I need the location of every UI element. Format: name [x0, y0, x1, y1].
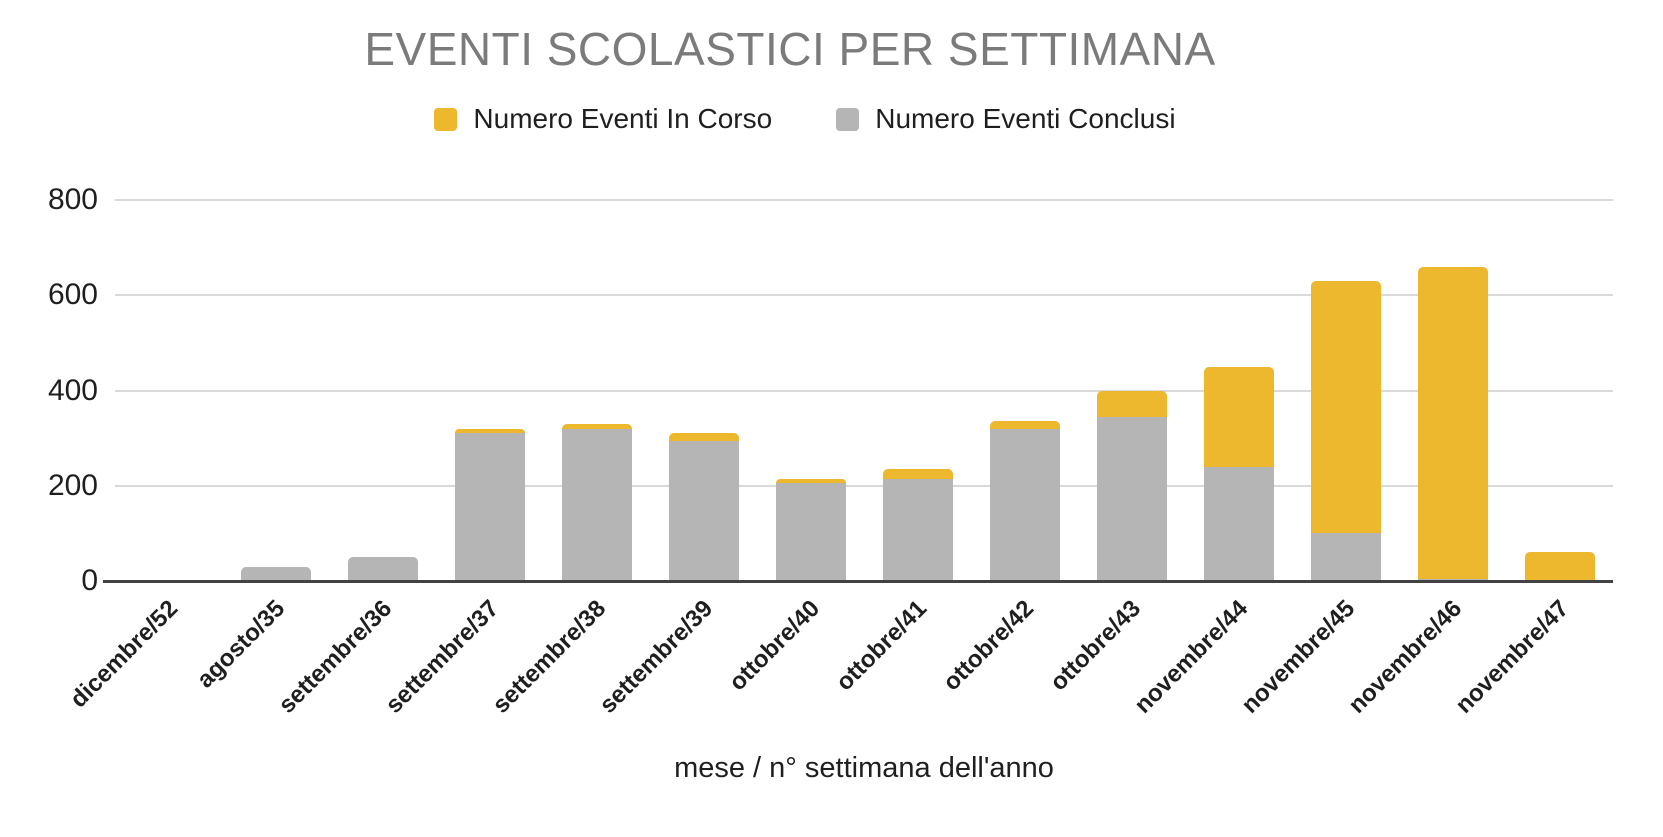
bars-container — [115, 200, 1613, 581]
bar-slot — [757, 200, 864, 581]
stacked-bar[interactable] — [454, 428, 525, 581]
legend-swatch-icon — [434, 107, 458, 131]
stacked-bar[interactable] — [240, 566, 311, 581]
bar-segment-in-corso[interactable] — [1203, 366, 1274, 467]
x-tick-label: agosto/35 — [192, 595, 291, 694]
bar-segment-conclusi[interactable] — [1203, 466, 1274, 581]
y-tick-label: 800 — [47, 183, 98, 216]
bar-segment-conclusi[interactable] — [882, 478, 953, 581]
bar-slot — [115, 200, 222, 581]
gridline — [115, 294, 1613, 297]
bar-segment-in-corso[interactable] — [454, 428, 525, 434]
x-tick-label: novembre/45 — [1236, 595, 1361, 719]
stacked-bar[interactable] — [1203, 366, 1274, 581]
bar-segment-in-corso[interactable] — [1524, 552, 1595, 581]
stacked-bar[interactable] — [561, 423, 632, 581]
bar-segment-conclusi[interactable] — [1096, 416, 1167, 581]
stacked-bar[interactable] — [347, 557, 418, 581]
bar-slot — [1078, 200, 1185, 581]
x-tick-label: novembre/47 — [1450, 595, 1575, 719]
chart-title: EVENTI SCOLASTICI PER SETTIMANA — [364, 23, 1216, 75]
bar-segment-conclusi[interactable] — [668, 440, 739, 581]
x-tick-label: settembre/39 — [594, 595, 719, 719]
bar-segment-in-corso[interactable] — [561, 423, 632, 429]
bar-segment-conclusi[interactable] — [775, 483, 846, 581]
bar-slot — [543, 200, 650, 581]
x-tick-label: ottobre/42 — [938, 595, 1040, 697]
x-axis-line — [103, 579, 1613, 583]
bar-segment-in-corso[interactable] — [989, 421, 1060, 429]
stacked-bar[interactable] — [775, 478, 846, 581]
y-tick-label: 400 — [47, 373, 98, 407]
x-tick-label: settembre/37 — [380, 595, 505, 719]
legend-label: Numero Eventi In Corso — [473, 103, 773, 134]
legend-swatch-icon — [836, 107, 860, 131]
bar-segment-conclusi[interactable] — [1310, 533, 1381, 581]
x-tick-label: dicembre/52 — [65, 595, 184, 714]
y-tick-label: 600 — [47, 278, 98, 312]
bar-slot — [436, 200, 543, 581]
bar-segment-conclusi[interactable] — [347, 557, 418, 581]
stacked-bar[interactable] — [989, 421, 1060, 581]
gridline — [115, 389, 1613, 392]
legend-label: Numero Eventi Conclusi — [875, 103, 1176, 134]
bar-segment-in-corso[interactable] — [1096, 390, 1167, 417]
bar-slot — [1506, 200, 1613, 581]
bar-segment-in-corso[interactable] — [1417, 266, 1488, 579]
stacked-bar[interactable] — [1524, 552, 1595, 581]
x-tick-label: ottobre/41 — [831, 595, 933, 697]
stacked-bar[interactable] — [1096, 390, 1167, 581]
x-tick-label: settembre/38 — [487, 595, 612, 719]
legend-item[interactable]: Numero Eventi In Corso — [434, 103, 772, 135]
bar-segment-in-corso[interactable] — [775, 478, 846, 484]
bar-segment-conclusi[interactable] — [561, 428, 632, 581]
bar-slot — [1185, 200, 1292, 581]
stacked-bar[interactable] — [882, 469, 953, 581]
stacked-bar[interactable] — [668, 433, 739, 581]
y-tick-label: 200 — [47, 468, 98, 502]
y-tick-label: 0 — [81, 564, 98, 597]
plot-area: 0 200 400 600 800 dicembre/52 agosto/35 settemb… — [48, 183, 1613, 719]
stacked-bar[interactable] — [1310, 280, 1381, 581]
bar-segment-conclusi[interactable] — [240, 566, 311, 581]
bar-segment-in-corso[interactable] — [1310, 280, 1381, 534]
bar-segment-conclusi[interactable] — [454, 433, 525, 581]
bar-slot — [650, 200, 757, 581]
stacked-bar[interactable] — [1417, 266, 1488, 581]
bar-segment-in-corso[interactable] — [668, 433, 739, 441]
bar-slot — [864, 200, 971, 581]
x-tick-label: settembre/36 — [273, 595, 398, 719]
x-tick-label: novembre/44 — [1129, 595, 1254, 719]
bar-slot — [329, 200, 436, 581]
bar-slot — [1399, 200, 1506, 581]
legend-item[interactable]: Numero Eventi Conclusi — [836, 103, 1176, 135]
x-tick-label: novembre/46 — [1343, 595, 1468, 719]
gridline — [115, 199, 1613, 201]
bar-slot — [222, 200, 329, 581]
bar-slot — [1292, 200, 1399, 581]
x-tick-label: ottobre/40 — [724, 595, 826, 697]
bar-segment-conclusi[interactable] — [989, 428, 1060, 581]
bar-segment-in-corso[interactable] — [882, 469, 953, 479]
bar-slot — [971, 200, 1078, 581]
gridline — [115, 484, 1613, 487]
x-tick-label: ottobre/43 — [1045, 595, 1147, 697]
x-axis-title: mese / n° settimana dell'anno — [674, 752, 1054, 784]
legend: Numero Eventi In Corso Numero Eventi Conc… — [0, 103, 1610, 135]
